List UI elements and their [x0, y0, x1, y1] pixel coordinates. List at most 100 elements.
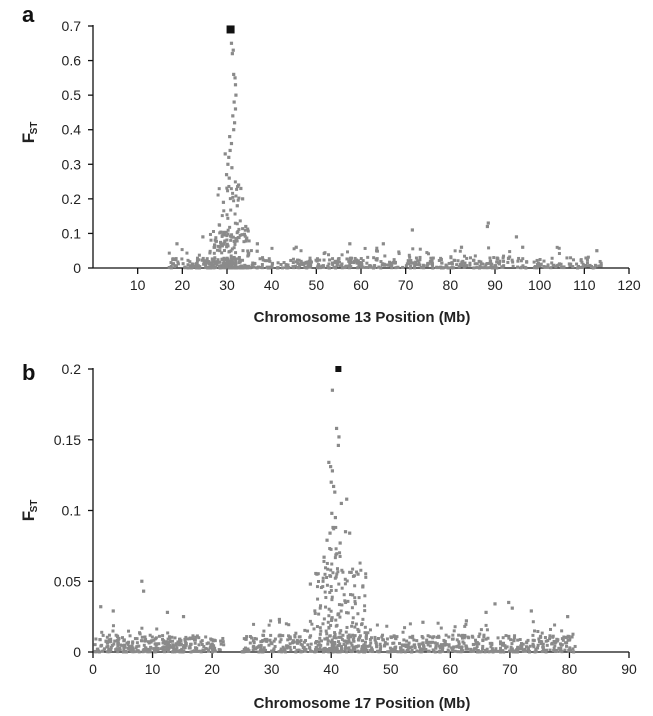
data-point [340, 253, 344, 257]
x-tick-label: 100 [528, 277, 552, 293]
data-point [198, 649, 202, 653]
x-tick-label: 30 [264, 661, 280, 677]
data-point [363, 594, 367, 598]
data-point [404, 264, 408, 268]
data-point [283, 648, 287, 652]
data-point [197, 643, 201, 647]
data-point [292, 247, 296, 251]
data-point [337, 582, 341, 586]
data-point [427, 640, 431, 644]
data-point [193, 637, 197, 641]
data-point [322, 617, 326, 621]
data-point [338, 541, 342, 545]
data-point [390, 261, 394, 265]
data-point [485, 262, 489, 266]
data-point [463, 261, 467, 265]
data-point [241, 227, 245, 231]
data-point [105, 635, 109, 639]
data-point [545, 648, 549, 652]
data-point [269, 265, 273, 269]
data-point [251, 645, 255, 649]
data-point [364, 636, 368, 640]
data-point [232, 72, 236, 76]
data-point [325, 583, 329, 587]
data-point [308, 619, 312, 623]
data-point [101, 649, 105, 653]
data-point [553, 644, 557, 648]
data-point [441, 266, 445, 270]
data-point [325, 632, 329, 636]
data-point [399, 646, 403, 650]
data-point [112, 642, 116, 646]
data-point [343, 530, 348, 534]
data-point [109, 637, 113, 641]
data-point [360, 639, 364, 643]
data-point [522, 648, 526, 652]
data-point [465, 264, 469, 268]
data-point [489, 264, 493, 268]
data-point [397, 252, 401, 256]
data-point [340, 637, 344, 641]
data-point [496, 649, 500, 653]
data-point [506, 257, 510, 261]
data-point [486, 221, 490, 225]
data-point [262, 646, 266, 650]
data-point [497, 262, 501, 266]
data-point [463, 254, 467, 258]
data-point [241, 197, 245, 201]
data-point [234, 236, 238, 240]
data-point [564, 636, 568, 640]
data-point [524, 649, 528, 653]
data-point [571, 647, 575, 651]
data-point [242, 240, 246, 244]
data-point [405, 639, 409, 643]
data-point [345, 641, 349, 645]
data-point [348, 262, 352, 266]
data-point [498, 259, 502, 263]
data-point [229, 208, 233, 212]
data-point [118, 648, 122, 652]
data-point [238, 260, 242, 264]
data-point [457, 265, 461, 269]
data-point [369, 636, 373, 640]
data-point [314, 647, 318, 651]
data-point [386, 650, 390, 654]
data-point [232, 121, 237, 125]
data-point [322, 252, 326, 256]
data-point [218, 249, 222, 253]
data-point [315, 259, 319, 263]
data-point [161, 637, 165, 641]
data-point [562, 635, 566, 639]
data-point [358, 261, 362, 265]
data-point [194, 635, 198, 639]
data-point [268, 259, 272, 263]
data-point [411, 636, 415, 640]
data-point [171, 650, 175, 654]
data-point [223, 233, 227, 237]
data-point [193, 649, 197, 653]
data-point [222, 643, 226, 647]
data-point [111, 609, 115, 613]
data-point [263, 637, 267, 641]
data-point [258, 257, 262, 261]
data-point [591, 266, 595, 270]
data-point [135, 641, 139, 645]
data-point [292, 266, 296, 270]
data-point [116, 650, 120, 654]
data-point [327, 607, 331, 611]
data-point [567, 262, 571, 266]
data-point [535, 266, 539, 270]
data-point [318, 636, 322, 640]
data-point [156, 648, 160, 652]
data-point [355, 261, 359, 265]
data-point [120, 636, 124, 640]
data-point [379, 266, 383, 270]
data-point [452, 629, 456, 633]
data-point [328, 590, 332, 594]
data-point [542, 649, 546, 653]
data-point [273, 645, 277, 649]
data-point [532, 645, 536, 649]
data-point [261, 650, 265, 654]
data-point [552, 646, 556, 650]
data-point [127, 629, 131, 633]
